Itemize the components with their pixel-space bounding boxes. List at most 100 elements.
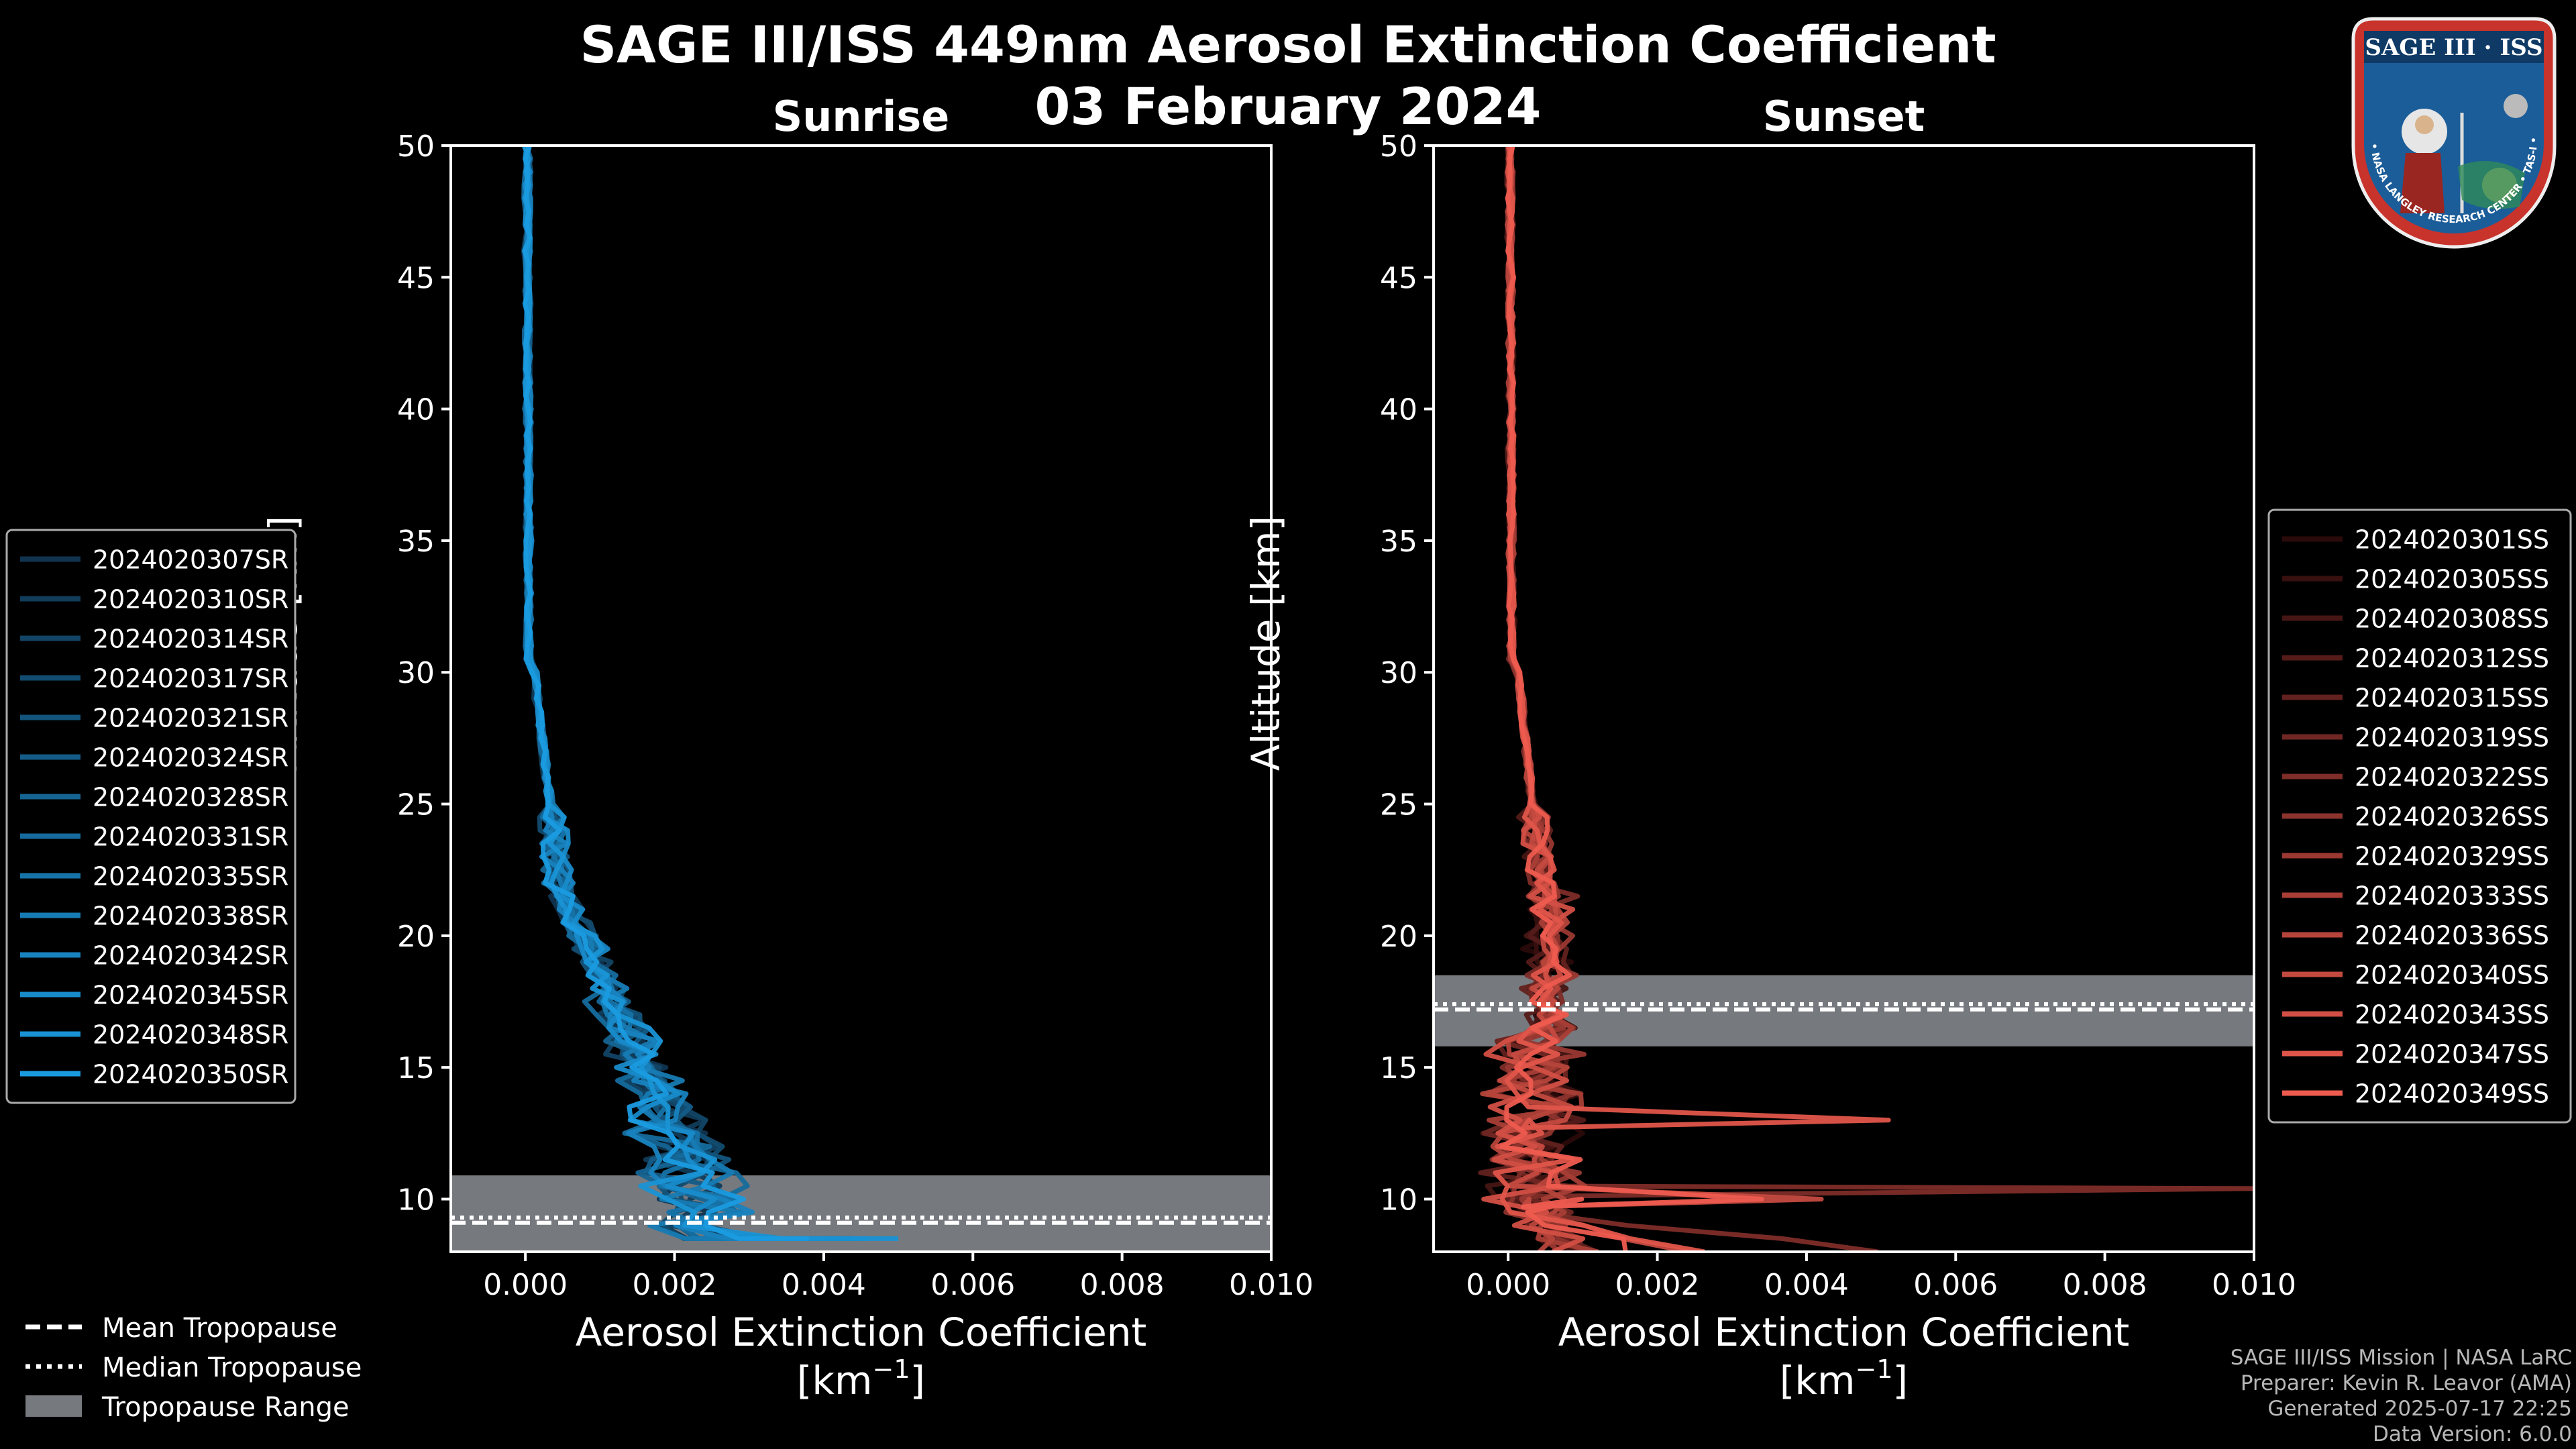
x-tick-label: 0.006 bbox=[1913, 1268, 1998, 1302]
legend-box bbox=[2267, 508, 2572, 1124]
legend-label: 2024020349SS bbox=[2355, 1079, 2549, 1109]
legend-label: 2024020343SS bbox=[2355, 1000, 2549, 1030]
x-tick-label: 0.010 bbox=[1229, 1268, 1313, 1302]
plot-frame bbox=[1432, 144, 2255, 1253]
x-tick-label: 0.000 bbox=[1466, 1268, 1550, 1302]
plot-area bbox=[451, 146, 1271, 1252]
legend-box bbox=[5, 529, 297, 1104]
y-tick-label: 45 bbox=[1380, 261, 1417, 295]
tropopause-legend: Mean Tropopause Median Tropopause Tropopau… bbox=[25, 1313, 362, 1423]
y-tick-label: 50 bbox=[397, 129, 435, 164]
legend-label: 2024020329SS bbox=[2355, 842, 2549, 871]
y-tick-label: 50 bbox=[1380, 129, 1417, 164]
legend-label: 2024020312SS bbox=[2355, 644, 2549, 674]
footer-generated: Generated 2025-07-17 22:25 bbox=[2267, 1397, 2572, 1421]
profile-line-2024020314SR bbox=[523, 146, 854, 1241]
mean-tropopause-label: Mean Tropopause bbox=[102, 1313, 337, 1344]
y-tick-label: 25 bbox=[397, 788, 435, 822]
median-tropopause-label: Median Tropopause bbox=[102, 1352, 362, 1383]
panel-sunrise: Sunrise 0.000 0.002 0.004 0.006 0.008 0.010 10 1… bbox=[260, 92, 1313, 1403]
legend-label: 2024020307SR bbox=[93, 545, 288, 575]
legend-label: 2024020308SS bbox=[2355, 604, 2549, 634]
legend-label: 2024020336SS bbox=[2355, 921, 2549, 951]
legend-label: 2024020317SR bbox=[93, 664, 288, 694]
y-tick-label: 15 bbox=[1380, 1051, 1417, 1085]
legend-label: 2024020319SS bbox=[2355, 723, 2549, 753]
legend-label: 2024020315SS bbox=[2355, 684, 2549, 713]
legend-label: 2024020348SR bbox=[93, 1020, 288, 1050]
x-tick-label: 0.000 bbox=[483, 1268, 568, 1302]
y-tick-label: 20 bbox=[397, 920, 435, 954]
x-axis-unit: [km−1] bbox=[797, 1354, 925, 1403]
x-axis-unit-base: [km bbox=[797, 1358, 873, 1403]
legend-label: 2024020350SR bbox=[93, 1060, 288, 1089]
x-axis-unit-close: ] bbox=[1893, 1358, 1909, 1403]
profile-line-2024020324SR bbox=[522, 146, 824, 1241]
legend-label: 2024020322SS bbox=[2355, 763, 2549, 792]
x-axis-unit-close: ] bbox=[910, 1358, 926, 1403]
y-tick-label: 45 bbox=[397, 261, 435, 295]
x-axis-label: Aerosol Extinction Coefficient bbox=[576, 1309, 1147, 1355]
tropopause-range-label: Tropopause Range bbox=[101, 1392, 350, 1423]
legend-label: 2024020301SS bbox=[2355, 525, 2549, 555]
figure-title: SAGE III/ISS 449nm Aerosol Extinction Co… bbox=[580, 15, 1996, 74]
x-tick-label: 0.004 bbox=[782, 1268, 866, 1302]
profile-line-2024020349SS bbox=[1499, 146, 1764, 1252]
x-axis-label: Aerosol Extinction Coefficient bbox=[1558, 1309, 2130, 1355]
plot-frame bbox=[449, 144, 1273, 1253]
legend-label: 2024020338SR bbox=[93, 902, 288, 931]
legend-label: 2024020328SR bbox=[93, 783, 288, 812]
legend-label: 2024020326SS bbox=[2355, 802, 2549, 832]
footer-mission: SAGE III/ISS Mission | NASA LaRC bbox=[2230, 1346, 2572, 1370]
legend-label: 2024020342SR bbox=[93, 941, 288, 971]
y-tick-label: 10 bbox=[1380, 1183, 1417, 1217]
y-tick-label: 30 bbox=[397, 656, 435, 690]
legend-label: 2024020335SR bbox=[93, 862, 288, 892]
y-tick-label: 35 bbox=[397, 525, 435, 559]
y-tick-label: 40 bbox=[1380, 393, 1417, 427]
x-tick-label: 0.006 bbox=[930, 1268, 1015, 1302]
panel-title: Sunrise bbox=[773, 92, 950, 141]
x-axis-unit-base: [km bbox=[1780, 1358, 1856, 1403]
svg-text:SAGE III · ISS: SAGE III · ISS bbox=[2365, 34, 2542, 61]
x-axis-unit-exponent: −1 bbox=[1856, 1354, 1893, 1384]
sage-mission-logo: SAGE III · ISS BALL • NASA LANGLEY RESEA… bbox=[2340, 3, 2564, 263]
footer-data-version: Data Version: 6.0.0 bbox=[2372, 1422, 2572, 1446]
profile-line-2024020307SR bbox=[523, 146, 716, 1241]
x-tick-label: 0.002 bbox=[633, 1268, 717, 1302]
profile-line-2024020350SR bbox=[522, 146, 809, 1241]
legend-label: 2024020324SR bbox=[93, 743, 288, 773]
legend-label: 2024020347SS bbox=[2355, 1040, 2549, 1069]
y-tick-label: 15 bbox=[397, 1051, 435, 1085]
profile-line-2024020348SR bbox=[522, 146, 899, 1241]
x-axis-unit-exponent: −1 bbox=[873, 1354, 910, 1384]
x-tick-label: 0.010 bbox=[2212, 1268, 2296, 1302]
figure-date: 03 February 2024 bbox=[1034, 76, 1542, 136]
panel-sunset: Sunset 0.000 0.002 0.004 0.006 0.008 0.010 10 15… bbox=[1243, 92, 2296, 1403]
y-tick-label: 40 bbox=[397, 393, 435, 427]
y-tick-label: 35 bbox=[1380, 525, 1417, 559]
legend-label: 2024020314SR bbox=[93, 625, 288, 654]
legend-label: 2024020305SS bbox=[2355, 565, 2549, 594]
legend-label: 2024020345SR bbox=[93, 981, 288, 1010]
x-tick-label: 0.008 bbox=[1080, 1268, 1165, 1302]
y-tick-label: 20 bbox=[1380, 920, 1417, 954]
y-tick-label: 10 bbox=[397, 1183, 435, 1217]
tropopause-range-swatch bbox=[25, 1395, 82, 1417]
y-tick-label: 30 bbox=[1380, 656, 1417, 690]
profile-line-2024020342SR bbox=[523, 146, 869, 1241]
panel-title: Sunset bbox=[1763, 92, 1925, 141]
x-tick-label: 0.002 bbox=[1615, 1268, 1700, 1302]
x-axis-unit: [km−1] bbox=[1780, 1354, 1908, 1403]
plot-area bbox=[1434, 146, 2254, 1252]
legend-label: 2024020321SR bbox=[93, 704, 288, 733]
x-tick-label: 0.004 bbox=[1764, 1268, 1849, 1302]
legend-sunrise: 2024020307SR 2024020310SR 2024020314SR 2024… bbox=[5, 529, 297, 1104]
legend-label: 2024020340SS bbox=[2355, 961, 2549, 990]
footer-preparer: Preparer: Kevin R. Leavor (AMA) bbox=[2240, 1371, 2572, 1395]
profile-line-2024020322SS bbox=[1499, 146, 2254, 1252]
legend-label: 2024020333SS bbox=[2355, 881, 2549, 911]
y-tick-label: 25 bbox=[1380, 788, 1417, 822]
legend-sunset: 2024020301SS 2024020305SS 2024020308SS 2024… bbox=[2267, 508, 2572, 1124]
